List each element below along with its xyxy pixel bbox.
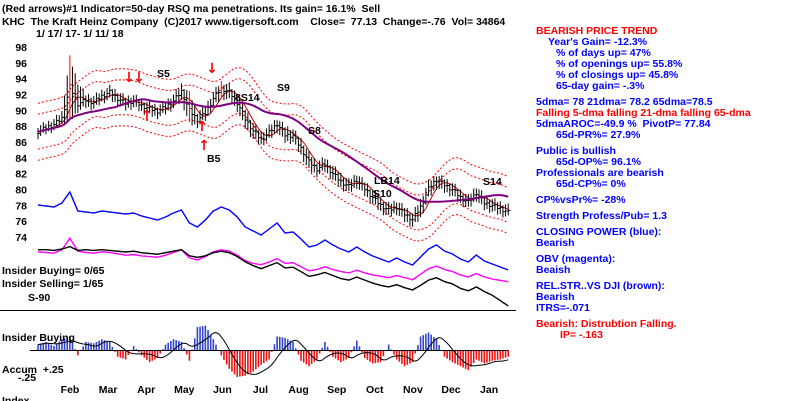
svg-text:↑: ↑ bbox=[141, 108, 153, 124]
closing-power-line bbox=[37, 190, 509, 271]
header-quote-line: KHC The Kraft Heinz Company (C)2017 www.… bbox=[2, 16, 506, 28]
svg-text:92: 92 bbox=[15, 90, 27, 102]
svg-text:S9: S9 bbox=[277, 82, 290, 94]
stat-line: 5dma= 78 21dma= 78.2 65dma=78.5 bbox=[536, 96, 713, 108]
ma-50day bbox=[37, 98, 509, 203]
svg-text:Dec: Dec bbox=[441, 384, 460, 396]
stat-line: OBV (magenta): bbox=[536, 253, 616, 265]
accum-block-line: Index bbox=[2, 395, 30, 401]
svg-text:90: 90 bbox=[15, 105, 27, 117]
svg-text:74: 74 bbox=[15, 232, 27, 244]
stat-line: 65-day gain= -.3% bbox=[556, 80, 645, 92]
svg-text:LB14: LB14 bbox=[374, 175, 400, 187]
svg-text:Aug: Aug bbox=[288, 384, 308, 396]
stat-line: Bearish bbox=[536, 237, 575, 249]
svg-text:↓: ↓ bbox=[133, 70, 145, 86]
stat-line: REL.STR..VS DJI (brown): bbox=[536, 280, 665, 292]
svg-text:96: 96 bbox=[15, 58, 27, 70]
stat-line: BEARISH PRICE TREND bbox=[536, 25, 658, 37]
insider-buying-label: Insider Buying= 0/65 bbox=[2, 265, 105, 277]
svg-text:Apr: Apr bbox=[137, 384, 155, 396]
stat-line: Beaish bbox=[536, 264, 571, 276]
svg-text:S10: S10 bbox=[373, 188, 392, 200]
svg-text:Jun: Jun bbox=[213, 384, 232, 396]
svg-text:86: 86 bbox=[15, 137, 27, 149]
stat-line: % of days up= 47% bbox=[556, 47, 651, 59]
svg-text:S14: S14 bbox=[483, 176, 502, 188]
svg-text:78: 78 bbox=[15, 200, 27, 212]
s90-label: S-90 bbox=[28, 292, 51, 304]
svg-text:98: 98 bbox=[15, 42, 27, 54]
svg-text:↑: ↑ bbox=[198, 138, 210, 154]
svg-text:Oct: Oct bbox=[366, 384, 384, 396]
stat-line: 65d-OP%= 96.1% bbox=[556, 156, 641, 168]
svg-text:Jan: Jan bbox=[480, 384, 498, 396]
stat-line: IP= -.163 bbox=[560, 329, 603, 341]
svg-text:S5: S5 bbox=[157, 68, 170, 80]
insider-selling-label: Insider Selling= 1/65 bbox=[2, 278, 104, 290]
header-indicator-line: (Red arrows)#1 Indicator=50-day RSQ ma p… bbox=[2, 3, 381, 15]
svg-text:↓: ↓ bbox=[123, 70, 135, 86]
obv-line bbox=[37, 236, 509, 283]
stat-line: Falling 5-dma falling 21-dma falling 65-… bbox=[536, 107, 751, 119]
y-axis-labels: 98 96 94 92 90 88 86 84 82 80 78 76 74 bbox=[15, 42, 27, 244]
stat-line: Bearish bbox=[536, 291, 575, 303]
accum-histogram bbox=[30, 325, 510, 377]
svg-text:82: 82 bbox=[15, 169, 27, 181]
price-bars bbox=[37, 55, 511, 227]
date-range-label: 1/ 17/ 17- 1/ 11/ 18 bbox=[36, 28, 124, 40]
stock-chart: 98 96 94 92 90 88 86 84 82 80 78 76 74 Feb Mar Apr May Ju… bbox=[0, 42, 516, 396]
right-panel: BEARISH PRICE TREND Year's Gain= -12.3%% … bbox=[536, 26, 798, 341]
x-axis-labels: Feb Mar Apr May Jun Jul Aug Sep Oct Nov Dec Jan bbox=[61, 384, 498, 396]
svg-text:May: May bbox=[174, 384, 195, 396]
svg-text:94: 94 bbox=[15, 74, 27, 86]
stat-line: 65d-PR%= 27.9% bbox=[556, 129, 641, 141]
svg-text:80: 80 bbox=[15, 185, 27, 197]
svg-text:B5: B5 bbox=[207, 153, 221, 165]
svg-text:S8: S8 bbox=[308, 125, 321, 137]
svg-text:8S14: 8S14 bbox=[235, 92, 260, 104]
stat-line: % of closings up= 45.8% bbox=[556, 69, 679, 81]
svg-text:Mar: Mar bbox=[99, 384, 118, 396]
stat-line: Public is bullish bbox=[536, 145, 616, 157]
accum-min-label: -.25 bbox=[18, 372, 37, 384]
svg-text:Sep: Sep bbox=[327, 384, 346, 396]
ma-bands bbox=[37, 67, 509, 242]
accum-index-block: Insider Buying Accum +.25 Index AI= 73/2… bbox=[2, 312, 75, 401]
stat-line: ITRS=-.071 bbox=[536, 302, 590, 314]
stat-line: Year's Gain= -12.3% bbox=[548, 36, 648, 48]
accum-block-line: Insider Buying bbox=[2, 332, 75, 344]
stat-line: Professionals are bearish bbox=[536, 167, 664, 179]
svg-text:Feb: Feb bbox=[61, 384, 80, 396]
rel-strength-line bbox=[38, 245, 509, 307]
accum-block-line: Accum +.25 bbox=[2, 363, 64, 376]
stat-line: CLOSING POWER (blue): bbox=[536, 226, 662, 238]
svg-text:84: 84 bbox=[15, 153, 27, 165]
stat-line: CP%vsPr%= -28% bbox=[536, 194, 626, 206]
stat-line: 65d-CP%= 0% bbox=[556, 178, 626, 190]
stat-line: 5dmaAROC=-49.9 % PivotP= 77.84 bbox=[536, 118, 711, 130]
stat-line: Strength Profess/Pub= 1.3 bbox=[536, 210, 667, 222]
svg-text:88: 88 bbox=[15, 121, 27, 133]
svg-text:76: 76 bbox=[15, 216, 27, 228]
svg-text:↓: ↓ bbox=[206, 61, 218, 77]
svg-text:Nov: Nov bbox=[403, 384, 423, 396]
stat-line: Bearish: Distrubtion Falling. bbox=[536, 318, 677, 330]
svg-text:↑: ↑ bbox=[196, 119, 208, 135]
stat-line: % of openings up= 55.8% bbox=[556, 58, 683, 70]
svg-text:Jul: Jul bbox=[253, 384, 268, 396]
